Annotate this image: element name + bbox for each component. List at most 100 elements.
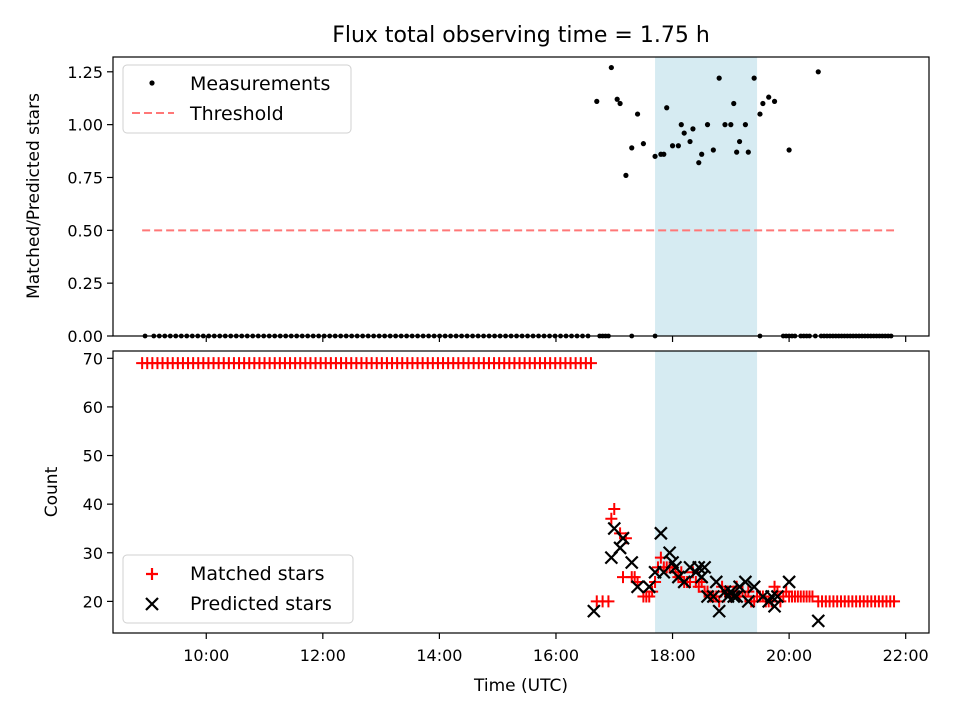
measurement-point: [760, 100, 766, 107]
measurement-point: [608, 64, 614, 71]
bottom-legend-box: [122, 554, 354, 624]
predicted-star-point: [668, 560, 683, 575]
y-tick-label: 0.75: [67, 168, 103, 187]
matched-star-point: [602, 595, 615, 608]
measurement-point: [699, 151, 705, 157]
y-tick-label: 50: [83, 447, 103, 466]
bottom-panel: 20 30 40 50 60 70 10:00 12:00 14:00 16:00 18:00 20…: [42, 349, 930, 696]
top-shaded-rect: [655, 57, 758, 336]
measurement-point: [716, 75, 722, 81]
y-tick-label: 1.00: [67, 116, 103, 135]
measurement-point: [652, 153, 658, 159]
legend-measurements-label: Measurements: [190, 73, 330, 95]
measurement-point: [594, 98, 600, 104]
predicted-star-point: [764, 589, 779, 604]
measurement-point: [640, 141, 647, 147]
predicted-star-point: [587, 604, 601, 618]
legend-predicted-marker: [145, 597, 159, 611]
measurement-point: [669, 143, 676, 149]
measurement-point: [687, 138, 693, 145]
predicted-star-point: [700, 589, 715, 604]
predicted-star-point: [616, 531, 630, 545]
predicted-star-point: [624, 555, 639, 570]
predicted-star-point: [654, 526, 668, 541]
predicted-star-point: [770, 589, 785, 604]
matched-star-point: [605, 512, 618, 525]
measurement-point: [696, 160, 702, 166]
measurement-point: [629, 145, 635, 151]
measurement-point: [704, 122, 711, 128]
x-tick-label: 22:00: [883, 646, 929, 665]
top-y-axis-label: Matched/Predicted stars: [24, 93, 44, 299]
measurement-point: [745, 149, 751, 155]
predicted-star-point: [767, 599, 782, 614]
measurement-point: [742, 122, 749, 128]
y-tick-label: 60: [83, 398, 103, 417]
matched-star-point: [584, 357, 597, 370]
top-legend: Measurements Threshold: [122, 64, 352, 134]
y-tick-label: 30: [83, 544, 103, 563]
measurement-point: [736, 138, 743, 145]
measurement-point: [617, 100, 623, 107]
predicted-star-point: [613, 541, 627, 555]
predicted-star-point: [642, 580, 657, 594]
y-tick-label: 20: [83, 592, 103, 611]
x-tick-label: 20:00: [766, 646, 812, 665]
matched-star-point: [608, 503, 621, 516]
measurement-point: [751, 75, 757, 81]
top-axes-frame: [112, 56, 930, 337]
measurement-point: [678, 122, 684, 128]
x-tick-label: 10:00: [183, 646, 229, 665]
matched-star-point: [888, 595, 901, 608]
matched-star-point: [646, 585, 659, 598]
measurement-point: [681, 130, 687, 136]
measurement-point: [734, 149, 740, 155]
measurement-point: [786, 147, 792, 153]
predicted-star-point: [662, 545, 677, 560]
predicted-star-point: [811, 614, 826, 628]
bottom-y-axis-label: Count: [42, 466, 62, 517]
measurement-point: [757, 111, 763, 117]
predicted-star-point: [712, 604, 726, 618]
x-tick-label: 14:00: [416, 646, 462, 665]
top-shaded-span: [655, 57, 758, 336]
predicted-star-point: [726, 589, 741, 604]
top-x-ticks: [205, 336, 907, 342]
predicted-star-point: [729, 589, 744, 604]
y-tick-label: 40: [83, 495, 103, 514]
x-tick-label: 16:00: [533, 646, 579, 665]
predicted-star-point: [630, 580, 645, 594]
predicted-star-point: [738, 575, 753, 589]
predicted-star-point: [691, 560, 706, 575]
top-y-axis: 0.00 0.25 0.50 0.75 1.00 1.25: [67, 63, 113, 346]
measurement-point: [664, 105, 670, 111]
bottom-legend: Matched stars Predicted stars: [122, 554, 354, 624]
measurement-point: [722, 122, 728, 128]
bottom-predicted-points: [587, 521, 826, 628]
x-axis-label: Time (UTC): [473, 676, 568, 696]
predicted-star-point: [782, 575, 796, 589]
bottom-matched-points: [136, 357, 901, 608]
legend-matched-label: Matched stars: [190, 563, 324, 585]
measurement-point: [728, 122, 734, 128]
measurement-point: [675, 143, 681, 149]
predicted-star-point: [697, 560, 712, 575]
measurement-point: [614, 96, 620, 102]
y-tick-label: 70: [83, 349, 103, 368]
y-tick-label: 0.50: [67, 221, 103, 240]
legend-matched-marker: [146, 568, 158, 580]
legend-threshold-label: Threshold: [189, 103, 284, 125]
measurement-point: [731, 100, 737, 107]
y-tick-label: 1.25: [67, 63, 103, 82]
legend-measurements-marker: [149, 80, 155, 86]
y-tick-label: 0.00: [67, 327, 103, 346]
y-tick-label: 0.25: [67, 274, 103, 293]
bottom-y-axis: 20 30 40 50 60 70: [83, 349, 113, 611]
bottom-axes-frame: [112, 350, 930, 634]
measurement-point: [766, 94, 772, 100]
measurement-point: [634, 111, 641, 117]
measurement-point: [661, 151, 667, 157]
top-legend-box: [122, 64, 352, 134]
